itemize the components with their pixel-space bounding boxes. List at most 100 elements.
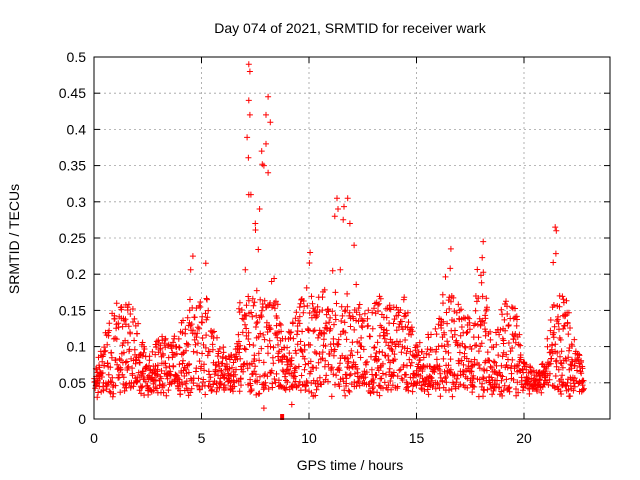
data-point <box>206 378 213 385</box>
data-point <box>503 298 509 305</box>
data-point <box>236 346 243 353</box>
data-point <box>405 319 412 326</box>
data-point <box>315 334 321 341</box>
data-point <box>371 344 378 351</box>
data-point <box>304 302 311 309</box>
data-point <box>209 346 216 353</box>
data-point <box>408 331 415 338</box>
data-point <box>333 372 340 379</box>
data-point <box>571 336 578 343</box>
data-point <box>235 331 242 338</box>
data-point <box>245 293 252 300</box>
data-point <box>305 327 312 334</box>
data-point <box>515 389 522 396</box>
data-point <box>386 302 393 309</box>
data-point <box>456 349 463 356</box>
x-axis-ticks: 0 5 10 15 20 <box>90 57 532 446</box>
data-point <box>351 370 358 377</box>
data-point <box>260 331 267 338</box>
data-point <box>503 351 510 358</box>
data-point <box>369 385 376 392</box>
data-point <box>207 374 214 381</box>
data-point <box>552 373 559 379</box>
data-point <box>559 293 566 300</box>
data-point <box>550 259 557 266</box>
data-point <box>150 387 157 394</box>
data-point <box>439 291 446 298</box>
data-point <box>270 344 277 351</box>
data-point <box>554 349 561 356</box>
data-point <box>256 390 263 397</box>
data-point <box>197 304 204 310</box>
data-point <box>389 348 396 354</box>
data-point <box>301 346 308 353</box>
data-point <box>125 323 132 330</box>
data-point <box>415 352 421 359</box>
data-point <box>201 361 207 368</box>
data-point <box>361 310 368 317</box>
data-point <box>391 351 398 358</box>
data-point <box>546 370 553 377</box>
data-point <box>113 336 120 343</box>
data-point <box>296 313 303 320</box>
data-point <box>180 357 186 364</box>
data-point <box>107 378 114 385</box>
data-point <box>332 381 338 388</box>
data-point <box>344 290 351 297</box>
data-point <box>401 294 408 301</box>
data-point <box>461 343 468 350</box>
data-point <box>100 387 107 394</box>
data-point <box>397 307 404 313</box>
data-point <box>505 340 512 346</box>
data-point <box>194 330 201 337</box>
data-point <box>109 374 116 381</box>
data-point <box>344 303 351 310</box>
data-point <box>567 393 574 400</box>
data-point <box>215 350 222 357</box>
data-point <box>282 371 289 377</box>
data-point <box>446 387 452 394</box>
data-point <box>165 387 172 394</box>
data-point <box>338 318 345 324</box>
data-point <box>484 349 491 356</box>
data-point <box>369 325 376 332</box>
data-point <box>258 148 265 155</box>
data-point <box>496 384 503 391</box>
data-point <box>117 366 124 373</box>
data-point <box>363 369 370 376</box>
data-point <box>455 301 462 308</box>
data-point <box>513 322 520 329</box>
data-point <box>231 383 238 390</box>
data-point <box>483 367 490 374</box>
data-point <box>547 360 554 367</box>
data-point <box>323 372 330 379</box>
data-point <box>230 388 236 395</box>
data-point <box>499 311 506 318</box>
data-point <box>298 372 305 379</box>
data-point <box>257 373 263 380</box>
data-point <box>557 336 564 343</box>
data-point <box>202 260 209 267</box>
data-point <box>446 305 453 312</box>
data-point <box>252 220 259 227</box>
data-point <box>113 300 120 307</box>
data-point <box>238 307 245 313</box>
data-point <box>407 362 414 369</box>
data-point <box>129 306 136 312</box>
data-point <box>246 68 253 75</box>
data-point <box>389 339 396 346</box>
data-point <box>330 371 337 378</box>
data-point <box>313 386 320 393</box>
data-point <box>514 316 520 323</box>
data-point <box>520 384 527 391</box>
data-point <box>258 313 265 320</box>
data-point <box>550 329 557 336</box>
data-point <box>118 306 125 313</box>
data-point <box>316 351 323 357</box>
data-point <box>447 265 454 272</box>
data-point <box>551 384 558 391</box>
data-point <box>468 358 475 365</box>
data-point <box>248 387 255 394</box>
data-point <box>314 313 320 320</box>
data-point <box>126 346 133 353</box>
